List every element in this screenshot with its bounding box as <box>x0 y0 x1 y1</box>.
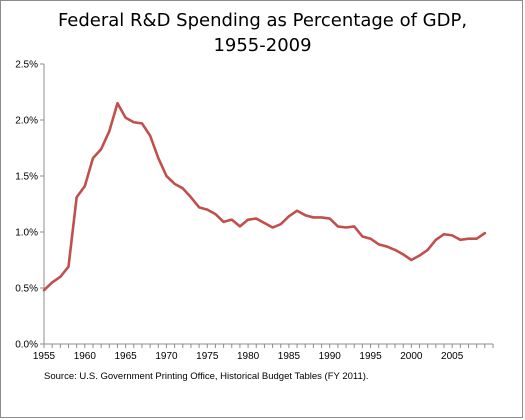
y-tick-label: 1.0% <box>15 228 38 239</box>
series-line <box>42 101 487 292</box>
y-tick-label: 1.5% <box>15 172 38 183</box>
chart-title: Federal R&D Spending as Percentage of GD… <box>0 8 525 58</box>
axes <box>43 64 493 345</box>
source-note: Source: U.S. Government Printing Office,… <box>44 371 369 382</box>
x-tick-label: 2005 <box>441 351 464 362</box>
y-tick-label: 2.5% <box>15 60 38 71</box>
x-tick-label: 2000 <box>400 351 423 362</box>
x-tick-label: 1970 <box>155 351 178 362</box>
y-tick-label: 2.0% <box>15 116 38 127</box>
y-axis-ticks: 0.0% 0.5% 1.0% 1.5% 2.0% 2.5% <box>15 60 44 351</box>
x-axis-ticks: 1955 1960 1965 1970 1975 1980 1985 1990 1995 2000… <box>33 344 494 362</box>
x-tick-label: 1980 <box>237 351 260 362</box>
x-tick-label: 1975 <box>196 351 219 362</box>
chart-title-line-2: 1955-2009 <box>213 35 312 56</box>
x-tick-label: 1955 <box>33 351 56 362</box>
y-tick-label: 0.5% <box>15 284 38 295</box>
chart-title-line-1: Federal R&D Spending as Percentage of GD… <box>57 10 468 31</box>
series-group <box>42 101 487 292</box>
x-tick-label: 1960 <box>74 351 97 362</box>
x-tick-label: 1965 <box>115 351 138 362</box>
y-tick-label: 0.0% <box>15 340 38 351</box>
x-tick-label: 1985 <box>278 351 301 362</box>
x-tick-label: 1995 <box>359 351 382 362</box>
x-tick-label: 1990 <box>319 351 342 362</box>
